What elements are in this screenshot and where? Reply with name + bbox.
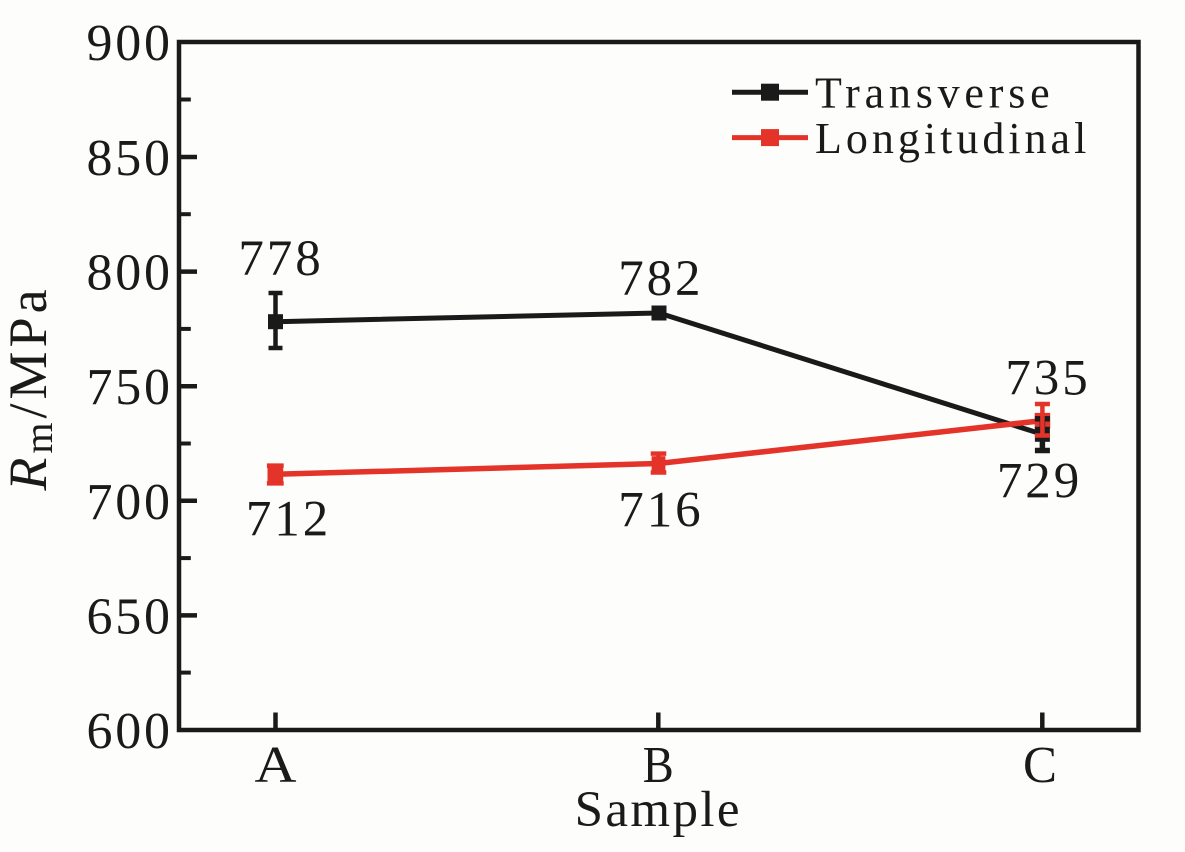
svg-text:C: C	[1023, 737, 1057, 794]
svg-text:716: 716	[618, 483, 703, 539]
svg-text:A: A	[255, 737, 297, 794]
svg-text:850: 850	[86, 130, 172, 187]
svg-text:650: 650	[86, 588, 172, 645]
svg-text:778: 778	[238, 231, 323, 287]
svg-text:712: 712	[246, 491, 331, 547]
svg-text:735: 735	[1005, 351, 1090, 407]
svg-text:Transverse: Transverse	[815, 69, 1054, 118]
svg-text:729: 729	[997, 453, 1082, 509]
svg-text:Sample: Sample	[575, 782, 742, 838]
svg-text:Rm/MPa: Rm/MPa	[0, 285, 61, 491]
svg-text:B: B	[643, 737, 674, 794]
svg-text:Longitudinal: Longitudinal	[815, 114, 1090, 163]
svg-text:600: 600	[86, 703, 172, 760]
svg-text:750: 750	[86, 359, 172, 416]
svg-text:700: 700	[86, 474, 172, 531]
svg-text:800: 800	[86, 245, 172, 302]
svg-text:900: 900	[86, 15, 172, 72]
svg-text:782: 782	[618, 251, 703, 307]
